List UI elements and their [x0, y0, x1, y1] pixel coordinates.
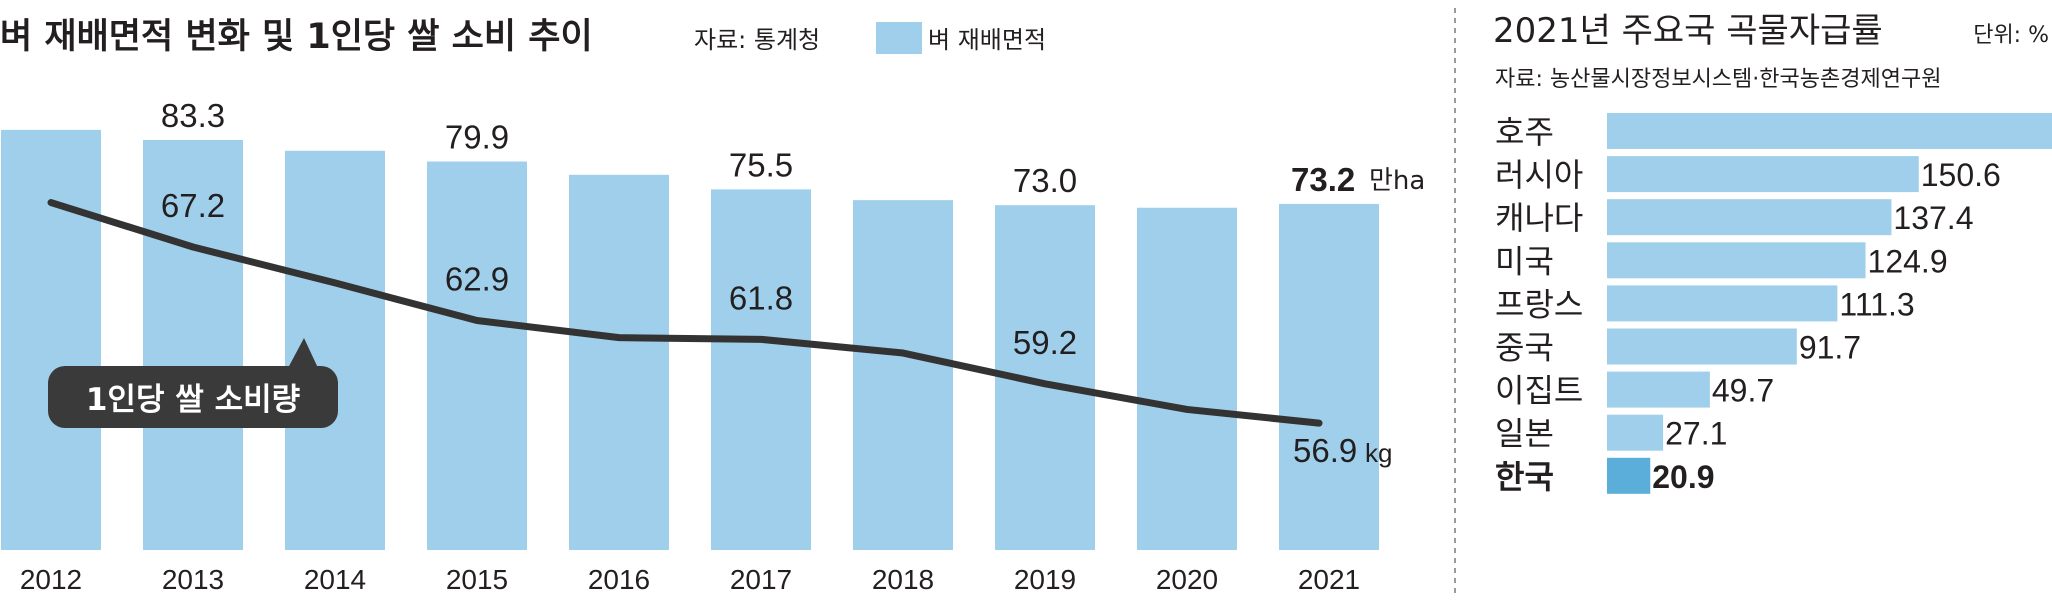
- x-tick-label-group: 2012 2013 2014 2015 2016 2017 2018 2019 2020 2021: [20, 564, 1360, 595]
- right-chart-unit: 단위: %: [1973, 23, 2049, 48]
- country-label-1: 호주: [1495, 113, 1554, 151]
- self-sufficiency-value-8: 27.1: [1665, 416, 1727, 452]
- consumption-value-label-2021: 56.9: [1293, 432, 1357, 469]
- area-bar-group: [1, 129, 1379, 551]
- area-unit-label: 만ha: [1369, 166, 1425, 196]
- x-tick-label-2018: 2018: [872, 564, 934, 595]
- self-sufficiency-bar-4: [1607, 242, 1866, 279]
- area-value-label-2021: 73.2: [1291, 161, 1355, 198]
- area-bar-2015: [427, 161, 527, 550]
- self-sufficiency-bar-7: [1607, 371, 1710, 408]
- self-sufficiency-value-9: 20.9: [1652, 459, 1714, 495]
- country-label-8: 일본: [1495, 415, 1554, 453]
- left-chart-title: 벼 재배면적 변화 및 1인당 쌀 소비 추이: [0, 17, 593, 57]
- country-label-3: 캐나다: [1495, 199, 1583, 237]
- consumption-line: [47, 199, 1323, 427]
- country-label-2: 러시아: [1495, 156, 1583, 194]
- area-value-label-2019: 73.0: [1013, 162, 1077, 199]
- country-label-4: 미국: [1495, 242, 1554, 280]
- line-label-bubble-pointer: [288, 338, 318, 368]
- area-bar-2020: [1137, 207, 1237, 550]
- left-chart-source: 자료: 통계청: [694, 26, 820, 54]
- right-chart-source: 자료: 농산물시장정보시스템·한국농촌경제연구원: [1495, 67, 1941, 92]
- consumption-value-label-2015: 62.9: [445, 261, 509, 298]
- area-bar-2013: [143, 140, 243, 550]
- consumption-line-group: [47, 199, 1323, 427]
- self-sufficiency-value-3: 137.4: [1893, 200, 1973, 236]
- line-series-label-bubble: 1인당 쌀 소비량: [48, 338, 338, 428]
- x-tick-label-2015: 2015: [446, 564, 508, 595]
- area-bar-2021: [1279, 203, 1379, 551]
- consumption-unit-label: kg: [1365, 438, 1392, 468]
- self-sufficiency-bar-9: [1607, 457, 1651, 494]
- x-tick-label-2020: 2020: [1156, 564, 1218, 595]
- consumption-value-label-2013: 67.2: [161, 187, 225, 224]
- self-sufficiency-bar-5: [1607, 285, 1838, 322]
- x-tick-label-2017: 2017: [730, 564, 792, 595]
- self-sufficiency-value-7: 49.7: [1712, 373, 1774, 409]
- area-bar-2017: [711, 189, 811, 550]
- consumption-value-label-group: 67.2 62.9 61.8 59.2 56.9 kg: [161, 187, 1393, 469]
- x-tick-label-2013: 2013: [162, 564, 224, 595]
- area-bar-2018: [853, 200, 953, 550]
- area-bar-2016: [569, 174, 669, 550]
- country-label-7: 이집트: [1495, 372, 1583, 410]
- line-label-bubble-body: [48, 366, 338, 428]
- country-label-9: 한국: [1495, 458, 1554, 496]
- self-sufficiency-bar-1: [1607, 113, 2052, 149]
- self-sufficiency-value-2: 150.6: [1921, 157, 2001, 193]
- x-tick-label-2014: 2014: [304, 564, 366, 595]
- area-value-label-2015: 79.9: [445, 119, 509, 156]
- self-sufficiency-bar-group: 호주339.5러시아150.6캐나다137.4미국124.9프랑스111.3중국…: [1495, 113, 2052, 496]
- self-sufficiency-value-5: 111.3: [1839, 286, 1914, 322]
- consumption-value-label-2017: 61.8: [729, 279, 793, 316]
- area-value-label-2017: 75.5: [729, 146, 793, 183]
- self-sufficiency-bar-6: [1607, 328, 1797, 365]
- x-tick-label-2016: 2016: [588, 564, 650, 595]
- right-chart-title: 2021년 주요국 곡물자급률: [1493, 11, 1883, 51]
- self-sufficiency-bar-3: [1607, 199, 1892, 236]
- area-value-label-2013: 83.3: [161, 97, 225, 134]
- area-bar-2012: [1, 129, 101, 550]
- legend-swatch: [876, 22, 922, 54]
- country-label-6: 중국: [1495, 329, 1554, 367]
- legend-label: 벼 재배면적: [928, 26, 1046, 54]
- x-tick-label-2021: 2021: [1298, 564, 1360, 595]
- area-value-label-group: 83.3 79.9 75.5 73.0 73.2 만ha: [161, 97, 1425, 199]
- country-label-5: 프랑스: [1495, 285, 1583, 323]
- x-tick-label-2019: 2019: [1014, 564, 1076, 595]
- self-sufficiency-bar-8: [1607, 414, 1664, 451]
- self-sufficiency-value-4: 124.9: [1868, 243, 1948, 279]
- self-sufficiency-bar-2: [1607, 156, 1919, 193]
- line-series-label: 1인당 쌀 소비량: [86, 382, 300, 418]
- consumption-value-label-2019: 59.2: [1013, 324, 1077, 361]
- x-tick-label-2012: 2012: [20, 564, 82, 595]
- self-sufficiency-value-6: 91.7: [1799, 330, 1861, 366]
